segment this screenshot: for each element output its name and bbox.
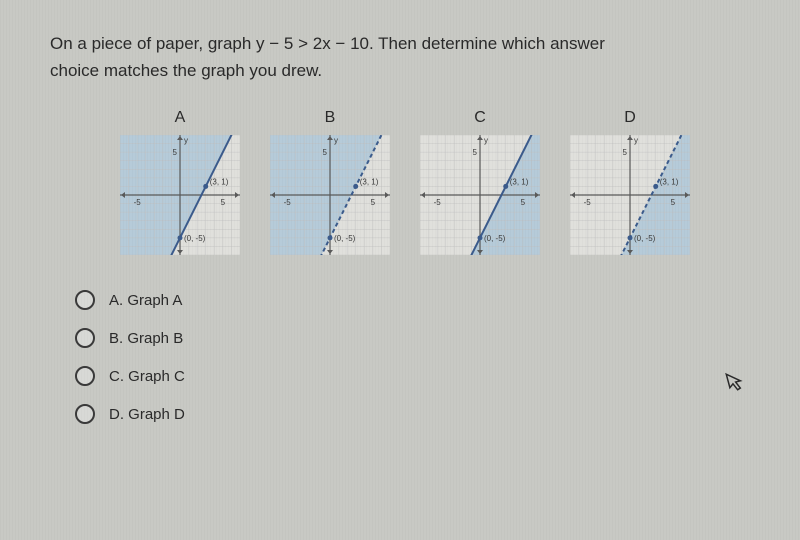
svg-text:5: 5 [623, 149, 628, 158]
radio-d[interactable] [75, 404, 95, 424]
option-b[interactable]: B. Graph B [75, 328, 750, 348]
graph-svg-a: (3, 1)(0, -5)5-55y [120, 135, 240, 255]
question-line1: On a piece of paper, graph y − 5 > 2x − … [50, 34, 605, 53]
graph-svg-c: (3, 1)(0, -5)5-55y [420, 135, 540, 255]
option-a[interactable]: A. Graph A [75, 290, 750, 310]
graph-a: A (3, 1)(0, -5)5-55y [120, 109, 240, 255]
svg-text:5: 5 [323, 149, 328, 158]
svg-text:y: y [334, 136, 338, 145]
radio-a[interactable] [75, 290, 95, 310]
graph-label-d: D [624, 109, 636, 127]
option-b-label: B. Graph B [109, 330, 183, 347]
question-text: On a piece of paper, graph y − 5 > 2x − … [50, 30, 750, 84]
svg-text:5: 5 [371, 198, 376, 207]
svg-text:5: 5 [521, 198, 526, 207]
graphs-container: A (3, 1)(0, -5)5-55y B (3, 1)(0, -5)5-55… [120, 109, 750, 255]
option-d-label: D. Graph D [109, 406, 185, 423]
option-c-label: C. Graph C [109, 368, 185, 385]
svg-text:(3, 1): (3, 1) [360, 178, 379, 187]
svg-text:-5: -5 [434, 198, 442, 207]
svg-text:(0, -5): (0, -5) [634, 234, 656, 243]
svg-text:(3, 1): (3, 1) [510, 178, 529, 187]
graph-c: C (3, 1)(0, -5)5-55y [420, 109, 540, 255]
graph-label-a: A [175, 109, 186, 127]
svg-text:5: 5 [221, 198, 226, 207]
graph-svg-d: (3, 1)(0, -5)5-55y [570, 135, 690, 255]
radio-c[interactable] [75, 366, 95, 386]
option-c[interactable]: C. Graph C [75, 366, 750, 386]
graph-d: D (3, 1)(0, -5)5-55y [570, 109, 690, 255]
question-line2: choice matches the graph you drew. [50, 61, 322, 80]
radio-b[interactable] [75, 328, 95, 348]
option-d[interactable]: D. Graph D [75, 404, 750, 424]
svg-text:(3, 1): (3, 1) [210, 178, 229, 187]
svg-text:5: 5 [173, 149, 178, 158]
svg-text:y: y [184, 136, 188, 145]
svg-text:(0, -5): (0, -5) [334, 234, 356, 243]
graph-svg-b: (3, 1)(0, -5)5-55y [270, 135, 390, 255]
svg-text:y: y [484, 136, 488, 145]
graph-label-b: B [325, 109, 336, 127]
svg-text:5: 5 [473, 149, 478, 158]
svg-text:-5: -5 [284, 198, 292, 207]
graph-label-c: C [474, 109, 486, 127]
graph-b: B (3, 1)(0, -5)5-55y [270, 109, 390, 255]
option-a-label: A. Graph A [109, 292, 182, 309]
svg-text:y: y [634, 136, 638, 145]
svg-text:-5: -5 [134, 198, 142, 207]
svg-text:(0, -5): (0, -5) [184, 234, 206, 243]
svg-text:(3, 1): (3, 1) [660, 178, 679, 187]
answer-options: A. Graph A B. Graph B C. Graph C D. Grap… [75, 290, 750, 424]
svg-text:(0, -5): (0, -5) [484, 234, 506, 243]
svg-text:-5: -5 [584, 198, 592, 207]
svg-text:5: 5 [671, 198, 676, 207]
